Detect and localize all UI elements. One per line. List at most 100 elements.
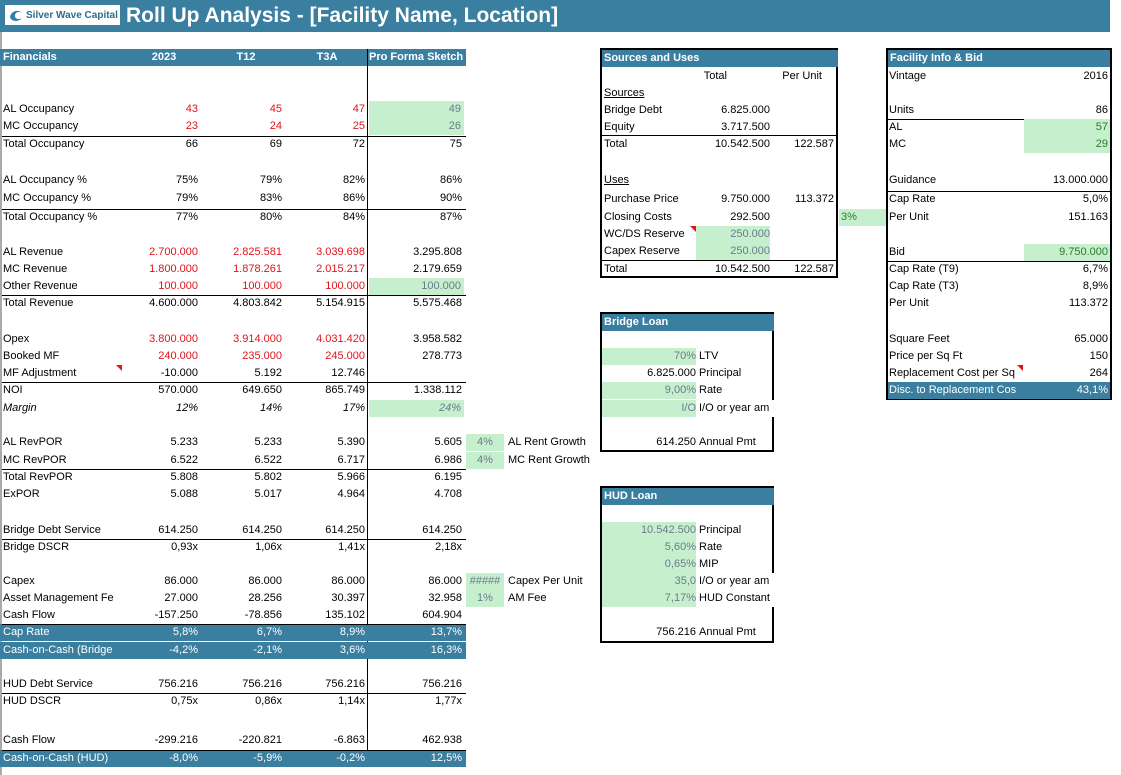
facility-value-price-sqft: 150	[1089, 350, 1108, 362]
facility-value-guidance: 13.000.000	[1052, 174, 1108, 186]
row-label-mf-adj: MF Adjustment	[3, 367, 77, 379]
facility-value-al[interactable]: 57	[1024, 119, 1110, 136]
hud-rate-input[interactable]: 5,60%	[602, 539, 696, 556]
bridge-ltv-input[interactable]: 70%	[602, 348, 696, 365]
cell-mf-adj-pro-forma	[367, 365, 462, 382]
capex-reserve-input[interactable]: 250.000	[696, 243, 770, 260]
cell-al-rev-t3a: 3.039.698	[316, 246, 365, 258]
highlight-band	[0, 642, 466, 659]
comment-indicator-icon[interactable]	[1017, 365, 1023, 371]
cell-cash-flow-hud-t3a: -6.863	[333, 734, 365, 746]
hud-rate-label: Rate	[699, 541, 723, 553]
divider	[886, 119, 1112, 120]
bridge-amort-input[interactable]: I/O	[602, 400, 696, 417]
capex-per-unit-input[interactable]: #####	[466, 573, 504, 590]
row-label-cash-flow-bridge: Cash Flow	[3, 609, 55, 621]
cell-mc-occ-pct-pro-forma: 90%	[439, 192, 462, 204]
cell-capex-2023: 86.000	[164, 575, 198, 587]
cell-hud-ds-t12: 756.216	[242, 678, 282, 690]
cell-oth-rev-pro-forma[interactable]: 100.000	[369, 278, 464, 295]
facility-label-guidance: Guidance	[889, 174, 937, 186]
hud-principal-input[interactable]: 10.542.500	[602, 522, 696, 539]
facility-info-panel	[886, 48, 1112, 400]
uses-total: 10.542.500	[714, 263, 770, 275]
cell-mc-revpor-t3a: 6.717	[337, 454, 365, 466]
cell-tot-rev-2023: 4.600.000	[149, 297, 198, 309]
cell-booked-mf-t12: 235.000	[242, 350, 282, 362]
cell-hud-dscr-t12: 0,86x	[255, 695, 282, 707]
bridge-rate-label: Rate	[699, 384, 723, 396]
cell-al-revpor-t3a: 5.390	[337, 436, 365, 448]
cell-coc-bridge-2023: -4,2%	[169, 644, 198, 656]
su-col-total: Total	[703, 70, 727, 82]
row-label-noi: NOI	[3, 384, 23, 396]
cell-tot-occ-pct-t12: 80%	[259, 211, 282, 223]
closing-costs-pct-input[interactable]: 3%	[839, 209, 887, 226]
comment-indicator-icon[interactable]	[690, 226, 696, 232]
divider	[2, 693, 466, 694]
hud-amort-label: I/O or year am	[699, 573, 781, 590]
cell-tot-occ-t12: 69	[269, 138, 282, 150]
su-col-per-unit: Per Unit	[782, 70, 822, 82]
highlight-band	[0, 624, 466, 641]
bridge-loan-title: Bridge Loan	[602, 314, 774, 331]
cell-opex-2023: 3.800.000	[149, 333, 198, 345]
bridge-debt-label: Bridge Debt	[604, 104, 663, 116]
cell-al-occ-pro-forma[interactable]: 49	[369, 101, 464, 118]
facility-label-bid-per-unit: Per Unit	[889, 297, 929, 309]
cell-noi-t3a: 865.749	[325, 384, 365, 396]
row-label-capex: Capex	[3, 575, 35, 587]
cell-noi-2023: 570.000	[158, 384, 198, 396]
cell-tot-rev-t12: 4.803.842	[233, 297, 282, 309]
facility-value-disc-repl: 43,1%	[1076, 384, 1108, 396]
cell-mc-revpor-2023: 6.522	[170, 454, 198, 466]
facility-value-mc[interactable]: 29	[1024, 136, 1110, 153]
cell-hud-ds-pro-forma: 756.216	[422, 678, 462, 690]
divider	[2, 382, 466, 383]
bridge-principal-value: 6.825.000	[647, 367, 696, 379]
cell-al-occ-pct-2023: 75%	[175, 174, 198, 186]
sources-uses-panel	[600, 48, 838, 278]
cell-margin-pro-forma[interactable]: 24%	[369, 400, 464, 417]
al-rent-growth-input[interactable]: 4%	[466, 434, 504, 451]
cell-mc-occ-t3a: 25	[352, 120, 365, 132]
cell-am-fee-t3a: 30.397	[331, 592, 365, 604]
row-label-mc-revpor: MC RevPOR	[3, 454, 67, 466]
comment-indicator-icon[interactable]	[116, 365, 122, 371]
cell-hud-dscr-2023: 0,75x	[171, 695, 198, 707]
cell-expor-t3a: 4.964	[337, 488, 365, 500]
cell-bridge-dscr-t3a: 1,41x	[338, 541, 365, 553]
row-label-tot-revpor: Total RevPOR	[3, 471, 73, 483]
highlight-band	[0, 750, 466, 767]
wc-reserve-input[interactable]: 250.000	[696, 226, 770, 243]
facility-value-repl-cost: 264	[1089, 367, 1108, 379]
bridge-rate-input[interactable]: 9,00%	[602, 382, 696, 399]
cell-cash-flow-bridge-t3a: 135.102	[325, 609, 365, 621]
cell-tot-revpor-t3a: 5.966	[337, 471, 365, 483]
am-fee-input[interactable]: 1%	[466, 590, 504, 607]
hud-amort-input[interactable]: 35,0	[602, 573, 696, 590]
sheet-left-border	[0, 32, 2, 775]
facility-label-bid: Bid	[889, 246, 905, 258]
uses-label: Uses	[604, 174, 630, 186]
facility-value-bid[interactable]: 9.750.000	[1024, 244, 1110, 261]
title-bar	[0, 0, 1110, 32]
purchase-price-label: Purchase Price	[604, 193, 679, 205]
col-header-2023: 2023	[130, 49, 198, 66]
uses-total-per-unit: 122.587	[794, 263, 834, 275]
cell-bridge-ds-pro-forma: 614.250	[422, 524, 462, 536]
cell-mc-occ-pct-2023: 79%	[175, 192, 198, 204]
facility-value-vintage: 2016	[1083, 70, 1108, 82]
closing-costs-label: Closing Costs	[604, 211, 672, 223]
cell-capex-t12: 86.000	[248, 575, 282, 587]
cell-margin-t12: 14%	[259, 402, 282, 414]
hud-principal-label: Principal	[699, 524, 742, 536]
row-label-tot-rev: Total Revenue	[3, 297, 74, 309]
cell-cap-rate-2023: 5,8%	[172, 626, 198, 638]
mc-rent-growth-input[interactable]: 4%	[466, 452, 504, 469]
cell-booked-mf-2023: 240.000	[158, 350, 198, 362]
cell-mc-occ-pro-forma[interactable]: 26	[369, 118, 464, 135]
hud-mip-input[interactable]: 0,65%	[602, 556, 696, 573]
bridge-debt-total: 6.825.000	[721, 104, 770, 116]
cell-coc-bridge-t12: -2,1%	[253, 644, 282, 656]
